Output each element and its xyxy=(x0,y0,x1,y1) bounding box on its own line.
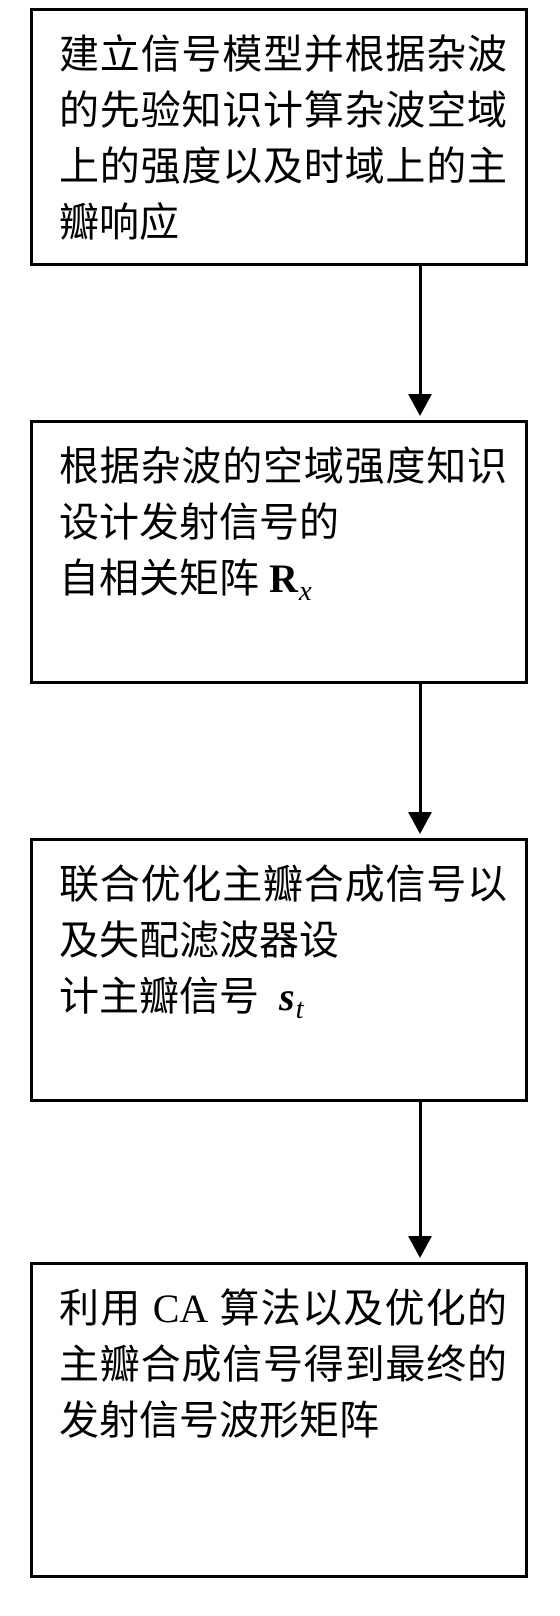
arrow-1-shaft xyxy=(419,266,422,394)
step-2-box: 根据杂波的空域强度知识设计发射信号的 自相关矩阵 Rx xyxy=(30,420,528,684)
arrow-3-head xyxy=(408,1236,432,1258)
step-2-text-line3: 自相关矩阵 xyxy=(59,556,259,601)
step-3-text-line3: 计主瓣信号 xyxy=(59,974,269,1019)
symbol-s-sub: t xyxy=(295,993,304,1025)
arrow-2-shaft xyxy=(419,684,422,812)
step-4-text: 利用 CA 算法以及优化的主瓣合成信号得到最终的发射信号波形矩阵 xyxy=(59,1286,507,1443)
symbol-s: s xyxy=(279,974,295,1019)
step-2-symbol: Rx xyxy=(269,556,312,601)
arrow-3-shaft xyxy=(419,1102,422,1236)
step-2-text: 根据杂波的空域强度知识设计发射信号的 xyxy=(59,444,507,545)
symbol-R-sub: x xyxy=(298,575,312,607)
step-3-text: 联合优化主瓣合成信号以及失配滤波器设 xyxy=(59,862,507,963)
flowchart: 建立信号模型并根据杂波的先验知识计算杂波空域上的强度以及时域上的主瓣响应 根据杂… xyxy=(0,0,560,1616)
arrow-2-head xyxy=(408,812,432,834)
step-3-symbol: st xyxy=(279,974,304,1019)
step-3-box: 联合优化主瓣合成信号以及失配滤波器设 计主瓣信号 st xyxy=(30,838,528,1102)
arrow-1-head xyxy=(408,394,432,416)
step-1-box: 建立信号模型并根据杂波的先验知识计算杂波空域上的强度以及时域上的主瓣响应 xyxy=(30,8,528,266)
symbol-R: R xyxy=(269,556,298,601)
step-1-text: 建立信号模型并根据杂波的先验知识计算杂波空域上的强度以及时域上的主瓣响应 xyxy=(59,32,507,245)
step-4-box: 利用 CA 算法以及优化的主瓣合成信号得到最终的发射信号波形矩阵 xyxy=(30,1262,528,1578)
